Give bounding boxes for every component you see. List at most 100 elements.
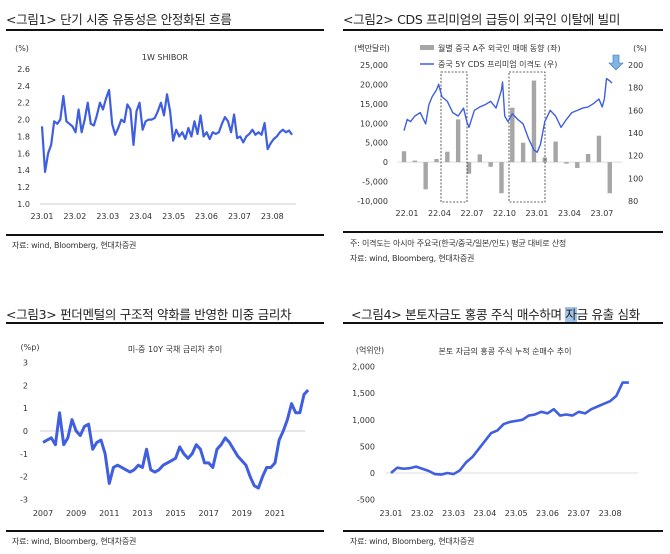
- chart2-bar: [412, 160, 418, 163]
- chart3-y-tick: 3: [23, 359, 28, 368]
- chart2-bar: [531, 80, 537, 163]
- chart4-x-tick: 23.01: [380, 509, 403, 518]
- chart3-x-tick: 2019: [232, 509, 252, 518]
- chart4-title: 본토 자금의 홍콩 주식 누적 순매수 추이: [438, 346, 571, 356]
- chart1-y-tick: 1.6: [17, 149, 30, 158]
- chart3-x-tick: 2013: [132, 509, 152, 518]
- chart1-x-tick: 23.02: [63, 212, 86, 221]
- chart2-x-tick: 23.04: [558, 209, 581, 218]
- chart1-x-tick: 23.04: [129, 212, 152, 221]
- chart3-x-tick: 2009: [66, 509, 86, 518]
- chart2-left-unit: (백만달러): [354, 43, 390, 53]
- chart2-bar: [596, 135, 602, 163]
- chart2-right-tick: 180: [628, 84, 643, 93]
- chart4-x-tick: 23.07: [567, 509, 590, 518]
- chart4-y-tick: 1,000: [352, 416, 375, 425]
- chart2-highlight-box: [508, 71, 546, 203]
- figure3-title: <그림3> 펀더멘털의 구조적 약화를 반영한 미중 금리차: [6, 307, 292, 322]
- chart1-x-tick: 23.05: [162, 212, 185, 221]
- chart4-x-tick: 23.04: [473, 509, 496, 518]
- chart2-bar: [607, 162, 612, 194]
- chart2-legend-line-label: 중국 5Y CDS 프리미엄 이격도 (우): [438, 59, 557, 69]
- chart1-x-tick: 23.01: [31, 212, 54, 221]
- chart2-right-tick: 100: [628, 174, 643, 183]
- chart1-shibor-line: [40, 88, 293, 174]
- chart2-right-tick: 120: [628, 152, 643, 161]
- chart3-y-tick: -2: [20, 473, 28, 482]
- figure4-bottom-rule: [343, 530, 663, 532]
- chart2-x-tick: 23.07: [590, 209, 613, 218]
- figure2-source: 자료: wind, Bloomberg, 현대차증권: [350, 254, 475, 263]
- chart2-x-tick: 22.04: [428, 209, 451, 218]
- chart2-left-tick: 0: [383, 158, 388, 167]
- chart3-y-unit: (%p): [21, 343, 40, 352]
- figure4-title: <그림4> 본토자금도 홍콩 주식 매수하며 자금 유출 심화: [351, 304, 640, 323]
- chart2-bar: [510, 107, 515, 163]
- chart4-x-tick: 23.06: [536, 509, 559, 518]
- chart2-bar: [445, 151, 450, 163]
- chart2-bar: [455, 119, 461, 163]
- chart4-y-tick: 1,500: [352, 389, 375, 398]
- chart3-y-tick: 0: [23, 427, 28, 436]
- chart4-y-tick: -500: [357, 496, 375, 505]
- figure2-bottom-rule: [343, 231, 663, 233]
- figure1-bottom-rule: [6, 234, 324, 236]
- chart4-y-tick: 500: [360, 442, 375, 451]
- chart4-cumulative-line: [390, 381, 629, 476]
- chart2-right-tick: 80: [628, 197, 638, 206]
- chart2-bar: [477, 154, 483, 163]
- chart2-legend-bar-swatch: [420, 45, 434, 50]
- chart2-bar: [520, 142, 526, 163]
- chart3-x-tick: 2007: [33, 509, 53, 518]
- down-arrow-icon: [608, 54, 624, 71]
- chart2-right-tick: 140: [628, 129, 643, 138]
- chart2-bar: [466, 162, 472, 174]
- chart2-left-tick: -5,000: [362, 178, 388, 187]
- chart2-bar: [575, 162, 580, 168]
- chart2-left-tick: 25,000: [360, 61, 388, 70]
- chart4-y-tick: 0: [370, 469, 375, 478]
- figure1-title: <그림1> 단기 시중 유동성은 안정화된 흐름: [6, 12, 232, 27]
- chart4-x-tick: 23.08: [599, 509, 622, 518]
- chart2-left-tick: 20,000: [360, 80, 388, 89]
- figure4-title-highlight: 자: [565, 307, 577, 322]
- chart2-bar: [423, 162, 428, 190]
- figure3-top-rule: [6, 322, 324, 324]
- chart4-y-tick: 2,000: [352, 363, 375, 372]
- chart2-bar: [488, 162, 493, 167]
- chart3-title: 미-중 10Y 국채 금리차 추이: [128, 344, 222, 354]
- figure3-bottom-rule: [6, 530, 324, 532]
- chart2-cds-line: [403, 77, 613, 153]
- chart3-x-tick: 2015: [165, 509, 185, 518]
- figure4-title-post: 금 유출 심화: [576, 307, 641, 322]
- figure1-source: 자료: wind, Bloomberg, 현대차증권: [12, 241, 137, 250]
- chart1-y-tick: 2.2: [17, 99, 30, 108]
- chart2-left-tick: 5,000: [365, 139, 388, 148]
- chart2-left-tick: 10,000: [360, 119, 388, 128]
- chart2-bar: [564, 162, 569, 164]
- chart3-y-tick: -1: [20, 450, 28, 459]
- chart3-x-tick: 2011: [99, 509, 119, 518]
- figure2-note: 주: 이격도는 아시아 주요국(한국/중국/일본/인도) 평균 대비로 산정: [350, 239, 567, 248]
- chart3-x-tick: 2021: [265, 509, 285, 518]
- chart1-x-tick: 23.03: [96, 212, 119, 221]
- chart2-right-tick: 200: [628, 61, 643, 70]
- chart4-y-unit: (억위안): [356, 345, 384, 355]
- chart2-bar: [434, 159, 439, 163]
- chart2-right-tick: 160: [628, 106, 643, 115]
- chart1-y-tick: 2.4: [17, 82, 30, 91]
- chart2-left-tick: -10,000: [357, 197, 388, 206]
- figure2-top-rule: [343, 29, 663, 31]
- chart1-x-tick: 23.07: [228, 212, 251, 221]
- chart2-bar: [401, 151, 407, 163]
- figure3-source: 자료: wind, Bloomberg, 현대차증권: [12, 537, 137, 546]
- figure2-title: <그림2> CDS 프리미엄의 급등이 외국인 이탈에 빌미: [343, 12, 621, 27]
- chart1-x-tick: 23.06: [195, 212, 218, 221]
- chart4-x-tick: 23.03: [442, 509, 465, 518]
- figure1-top-rule: [6, 29, 324, 31]
- chart2-right-unit: (%): [633, 44, 647, 53]
- chart1-y-tick: 1.8: [17, 132, 30, 141]
- chart3-spread-line: [42, 388, 310, 490]
- chart2-bar: [553, 141, 558, 163]
